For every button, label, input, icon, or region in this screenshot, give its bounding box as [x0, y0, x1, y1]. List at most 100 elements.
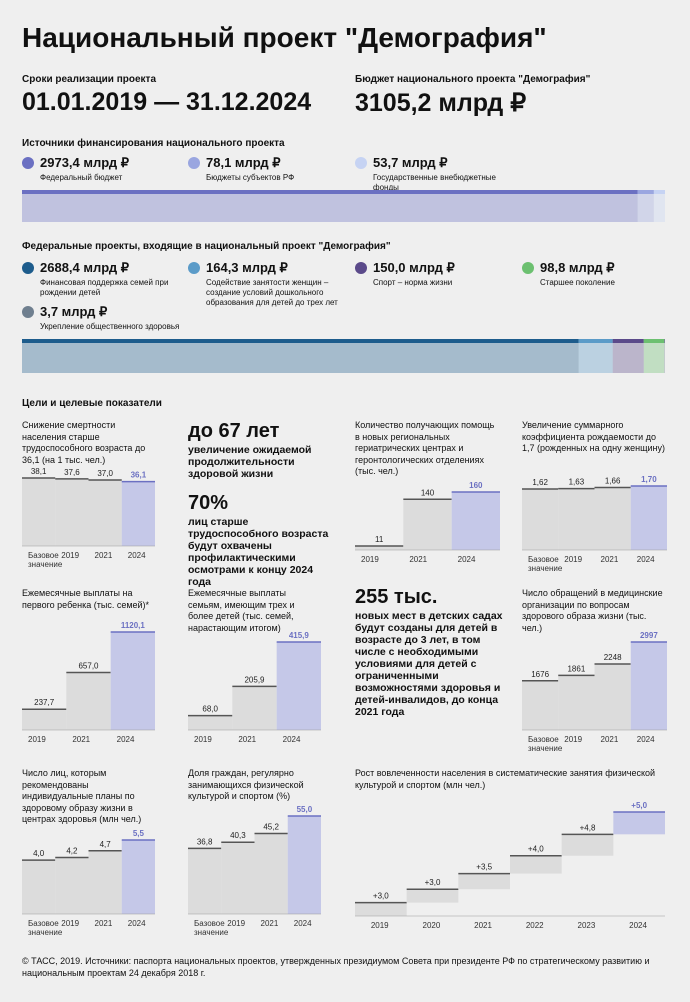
funding-title: Источники финансирования национального п…	[22, 138, 285, 149]
category-label: 2024	[282, 735, 301, 744]
legend-swatch	[22, 306, 34, 318]
legend-dot	[522, 262, 534, 274]
bar	[355, 546, 404, 550]
value-label: 1120,1	[121, 621, 146, 630]
bar	[22, 860, 56, 914]
item-value: 2688,4 млрд ₽	[40, 260, 130, 275]
bar-segment-top	[643, 339, 665, 343]
legend-swatch	[188, 157, 200, 169]
period-label: Сроки реализации проекта	[22, 74, 157, 85]
chart-title: Рост вовлеченности населения в системати…	[355, 768, 656, 790]
value-label: 237,7	[34, 698, 55, 707]
bar	[510, 855, 562, 874]
item-name: Старшее поколение	[540, 278, 615, 287]
value-label: 37,6	[64, 468, 80, 477]
item-name: Федеральный бюджет	[40, 173, 123, 182]
bar	[22, 478, 56, 546]
bar	[287, 816, 321, 914]
value-label: 36,1	[131, 471, 147, 480]
item-name: Финансовая поддержка семей при рождении …	[40, 278, 169, 297]
category-label: 2024	[293, 919, 312, 928]
fact-value: до 67 лет	[188, 420, 280, 442]
bar	[613, 812, 665, 835]
legend-swatch	[522, 262, 534, 274]
bar	[451, 492, 500, 550]
value-label: 1676	[531, 670, 549, 679]
category-label: 2024	[636, 735, 655, 744]
category-label: 2021	[260, 919, 279, 928]
category-label: Базовое значение	[528, 555, 563, 573]
category-label: 2024	[116, 735, 135, 744]
bar-segment	[637, 190, 654, 222]
item-value: 3,7 млрд ₽	[40, 304, 108, 319]
bar	[403, 499, 452, 550]
bar	[561, 834, 614, 856]
category-label: 2019	[61, 551, 80, 560]
item-value: 78,1 млрд ₽	[206, 155, 281, 170]
category-label: 2019	[194, 735, 212, 744]
item-name: Бюджеты субъектов РФ	[206, 173, 295, 182]
bar-segment-top	[637, 190, 654, 194]
legend-dot	[355, 157, 367, 169]
category-label: 2021	[600, 735, 619, 744]
mini-chart: 237,7 657,0 1120,1	[22, 621, 155, 731]
category-label: Базовое значение	[194, 919, 229, 937]
item-value: 150,0 млрд ₽	[373, 260, 455, 275]
legend-swatch	[22, 157, 34, 169]
value-label: 36,8	[197, 837, 213, 846]
category-label: 2021	[94, 551, 113, 560]
category-label: 2024	[636, 555, 655, 564]
value-label: +3,0	[373, 892, 389, 901]
bar	[254, 833, 288, 914]
fact-text: новых мест в детских садах будут созданы…	[355, 610, 503, 718]
category-label: 2021	[409, 555, 428, 564]
bar	[406, 889, 459, 903]
bar-segment-top	[22, 190, 638, 194]
category-label: 2021	[238, 735, 257, 744]
bar-segment-top	[612, 339, 644, 343]
item-value: 98,8 млрд ₽	[540, 260, 615, 275]
fact-text: лиц старше трудоспособного возраста буду…	[188, 516, 329, 588]
chart-title: Ежемесячные выплаты на первого ребенка (…	[22, 588, 150, 610]
bar	[121, 840, 155, 914]
value-label: 37,0	[97, 469, 113, 478]
mini-chart: +3,0 +3,0 +3,5 +4,0 +4,8 +5,0	[355, 801, 665, 917]
legend-swatch	[355, 157, 367, 169]
category-label: 2023	[577, 921, 596, 930]
bar	[558, 488, 595, 550]
mini-chart: 36,8 40,3 45,2 55,0	[188, 805, 321, 915]
category-label: 2021	[600, 555, 619, 564]
bar-segment-top	[578, 339, 613, 343]
category-label: 2019	[564, 735, 583, 744]
goals-title: Цели и целевые показатели	[22, 398, 162, 409]
category-label: 2024	[629, 921, 647, 930]
item-name: Укрепление общественного здоровья	[40, 322, 180, 331]
fact-value: 70%	[188, 492, 229, 514]
value-label: 657,0	[78, 662, 99, 671]
category-label: 2024	[457, 555, 476, 564]
chart-title: Доля граждан, регулярно занимающихся физ…	[188, 768, 304, 801]
bar-segment-top	[653, 190, 665, 194]
value-label: 160	[469, 481, 483, 490]
value-label: 2997	[640, 631, 658, 640]
chart-title: Снижение смертности населения старше тру…	[22, 420, 146, 465]
legend-dot	[188, 157, 200, 169]
value-label: +3,5	[476, 863, 492, 872]
bar-segment	[643, 339, 665, 373]
value-label: 1861	[567, 664, 585, 673]
legend-dot	[22, 157, 34, 169]
value-label: 38,1	[31, 467, 47, 476]
value-label: 1,62	[532, 478, 548, 487]
category-label: Базовое значение	[528, 735, 563, 753]
fact-text: увеличение ожидаемой продолжительности з…	[188, 444, 312, 480]
chart-title: Число обращений в медицинские организаци…	[522, 588, 663, 633]
legend-swatch	[22, 262, 34, 274]
legend-dot	[22, 306, 34, 318]
category-label: 2024	[127, 919, 146, 928]
item-name: Государственные внебюджетные фонды	[373, 173, 496, 192]
value-label: +3,0	[425, 878, 441, 887]
bar	[121, 481, 155, 546]
value-label: 1,63	[569, 478, 585, 487]
bar	[522, 489, 559, 550]
